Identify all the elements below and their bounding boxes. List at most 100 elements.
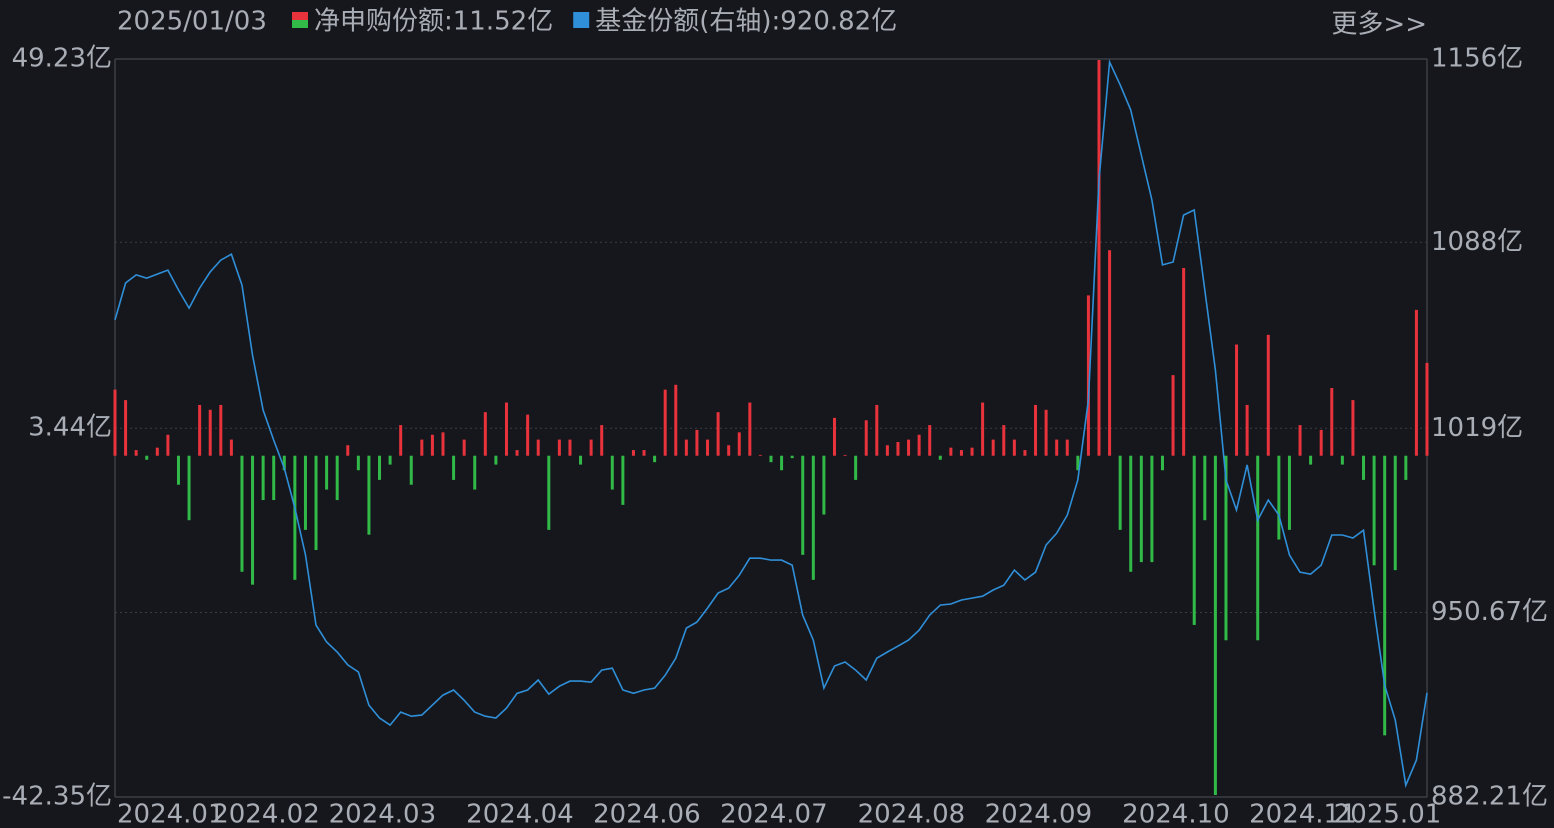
bar <box>1372 455 1376 566</box>
bar <box>219 404 223 456</box>
bar <box>832 417 836 456</box>
bar <box>938 455 942 460</box>
bar <box>409 455 413 485</box>
bar <box>589 439 593 456</box>
bar <box>568 439 572 456</box>
bar <box>864 420 868 456</box>
y2-tick-label: 1156亿 <box>1431 44 1523 74</box>
bar <box>758 454 762 456</box>
legend-swatch <box>292 20 308 28</box>
bar <box>346 445 350 456</box>
bar <box>494 455 498 465</box>
bar <box>1213 455 1217 795</box>
bar <box>1330 388 1334 456</box>
bar <box>885 445 889 456</box>
bar <box>1287 455 1291 530</box>
bar <box>1118 455 1122 530</box>
x-tick-label: 2024.09 <box>985 800 1093 828</box>
bar <box>1425 362 1429 456</box>
bar <box>536 439 540 456</box>
bar <box>462 439 466 456</box>
bar <box>1086 295 1090 456</box>
bar <box>854 455 858 480</box>
bar <box>325 455 329 490</box>
line <box>114 58 1428 789</box>
legend-label: 基金份额(右轴):920.82亿 <box>595 7 897 37</box>
bar <box>420 439 424 456</box>
bar <box>1044 409 1048 456</box>
bar <box>113 389 117 456</box>
bar <box>875 404 879 456</box>
bar <box>1298 425 1302 456</box>
x-tick-label: 2024.04 <box>466 800 574 828</box>
bar <box>970 447 974 456</box>
bar <box>452 455 456 480</box>
x-tick-label: 2024.08 <box>858 800 966 828</box>
bar <box>1108 250 1112 456</box>
bar <box>1002 425 1006 456</box>
bar <box>716 412 720 456</box>
y-tick-label: 49.23亿 <box>12 44 112 74</box>
bar <box>303 455 307 530</box>
y-tick-label: -42.35亿 <box>2 782 112 812</box>
bar <box>1266 334 1270 456</box>
bar <box>811 455 815 580</box>
bar <box>145 455 149 460</box>
bar <box>473 455 477 490</box>
more-link[interactable]: 更多>> <box>1331 10 1427 40</box>
bar <box>251 455 255 585</box>
bar <box>1309 455 1313 465</box>
bar <box>399 425 403 456</box>
bar <box>1097 60 1101 456</box>
y-tick-label: 3.44亿 <box>28 413 112 443</box>
bar <box>1393 455 1397 571</box>
bar <box>822 455 826 515</box>
bar <box>642 450 646 456</box>
bar <box>695 429 699 456</box>
bar <box>663 389 667 456</box>
bar <box>378 455 382 480</box>
bar <box>430 434 434 456</box>
y2-tick-label: 1088亿 <box>1431 227 1523 257</box>
bar <box>600 425 604 456</box>
bar <box>504 402 508 456</box>
bar <box>1182 267 1186 456</box>
y2-tick-label: 950.67亿 <box>1431 597 1548 627</box>
legend-swatch <box>292 12 308 20</box>
bar <box>187 455 191 521</box>
bar <box>1277 455 1281 540</box>
bar <box>134 450 138 456</box>
bar <box>293 455 297 580</box>
bar <box>1012 439 1016 456</box>
bar <box>1235 344 1239 456</box>
bar <box>610 455 614 490</box>
bar <box>737 432 741 456</box>
bar <box>727 445 731 456</box>
bar <box>1034 404 1038 456</box>
bar <box>1224 455 1228 641</box>
bar <box>949 447 953 456</box>
bar <box>780 455 784 471</box>
bar <box>335 455 339 501</box>
bar <box>314 455 318 551</box>
bar <box>483 412 487 456</box>
bar <box>441 432 445 456</box>
bar <box>631 450 635 456</box>
bar <box>1076 455 1080 471</box>
bar <box>748 402 752 456</box>
bar <box>621 455 625 505</box>
bar <box>1404 455 1408 480</box>
bar <box>790 455 794 459</box>
bar <box>272 455 276 501</box>
bar <box>1160 455 1164 471</box>
bar <box>1351 400 1355 456</box>
bar <box>388 455 392 465</box>
x-tick-label: 2024.06 <box>593 800 701 828</box>
bar <box>1139 455 1143 563</box>
x-tick-label: 2024.02 <box>212 800 320 828</box>
bar <box>579 455 583 465</box>
bar <box>1065 439 1069 456</box>
bar <box>557 439 561 456</box>
bar <box>959 450 963 456</box>
